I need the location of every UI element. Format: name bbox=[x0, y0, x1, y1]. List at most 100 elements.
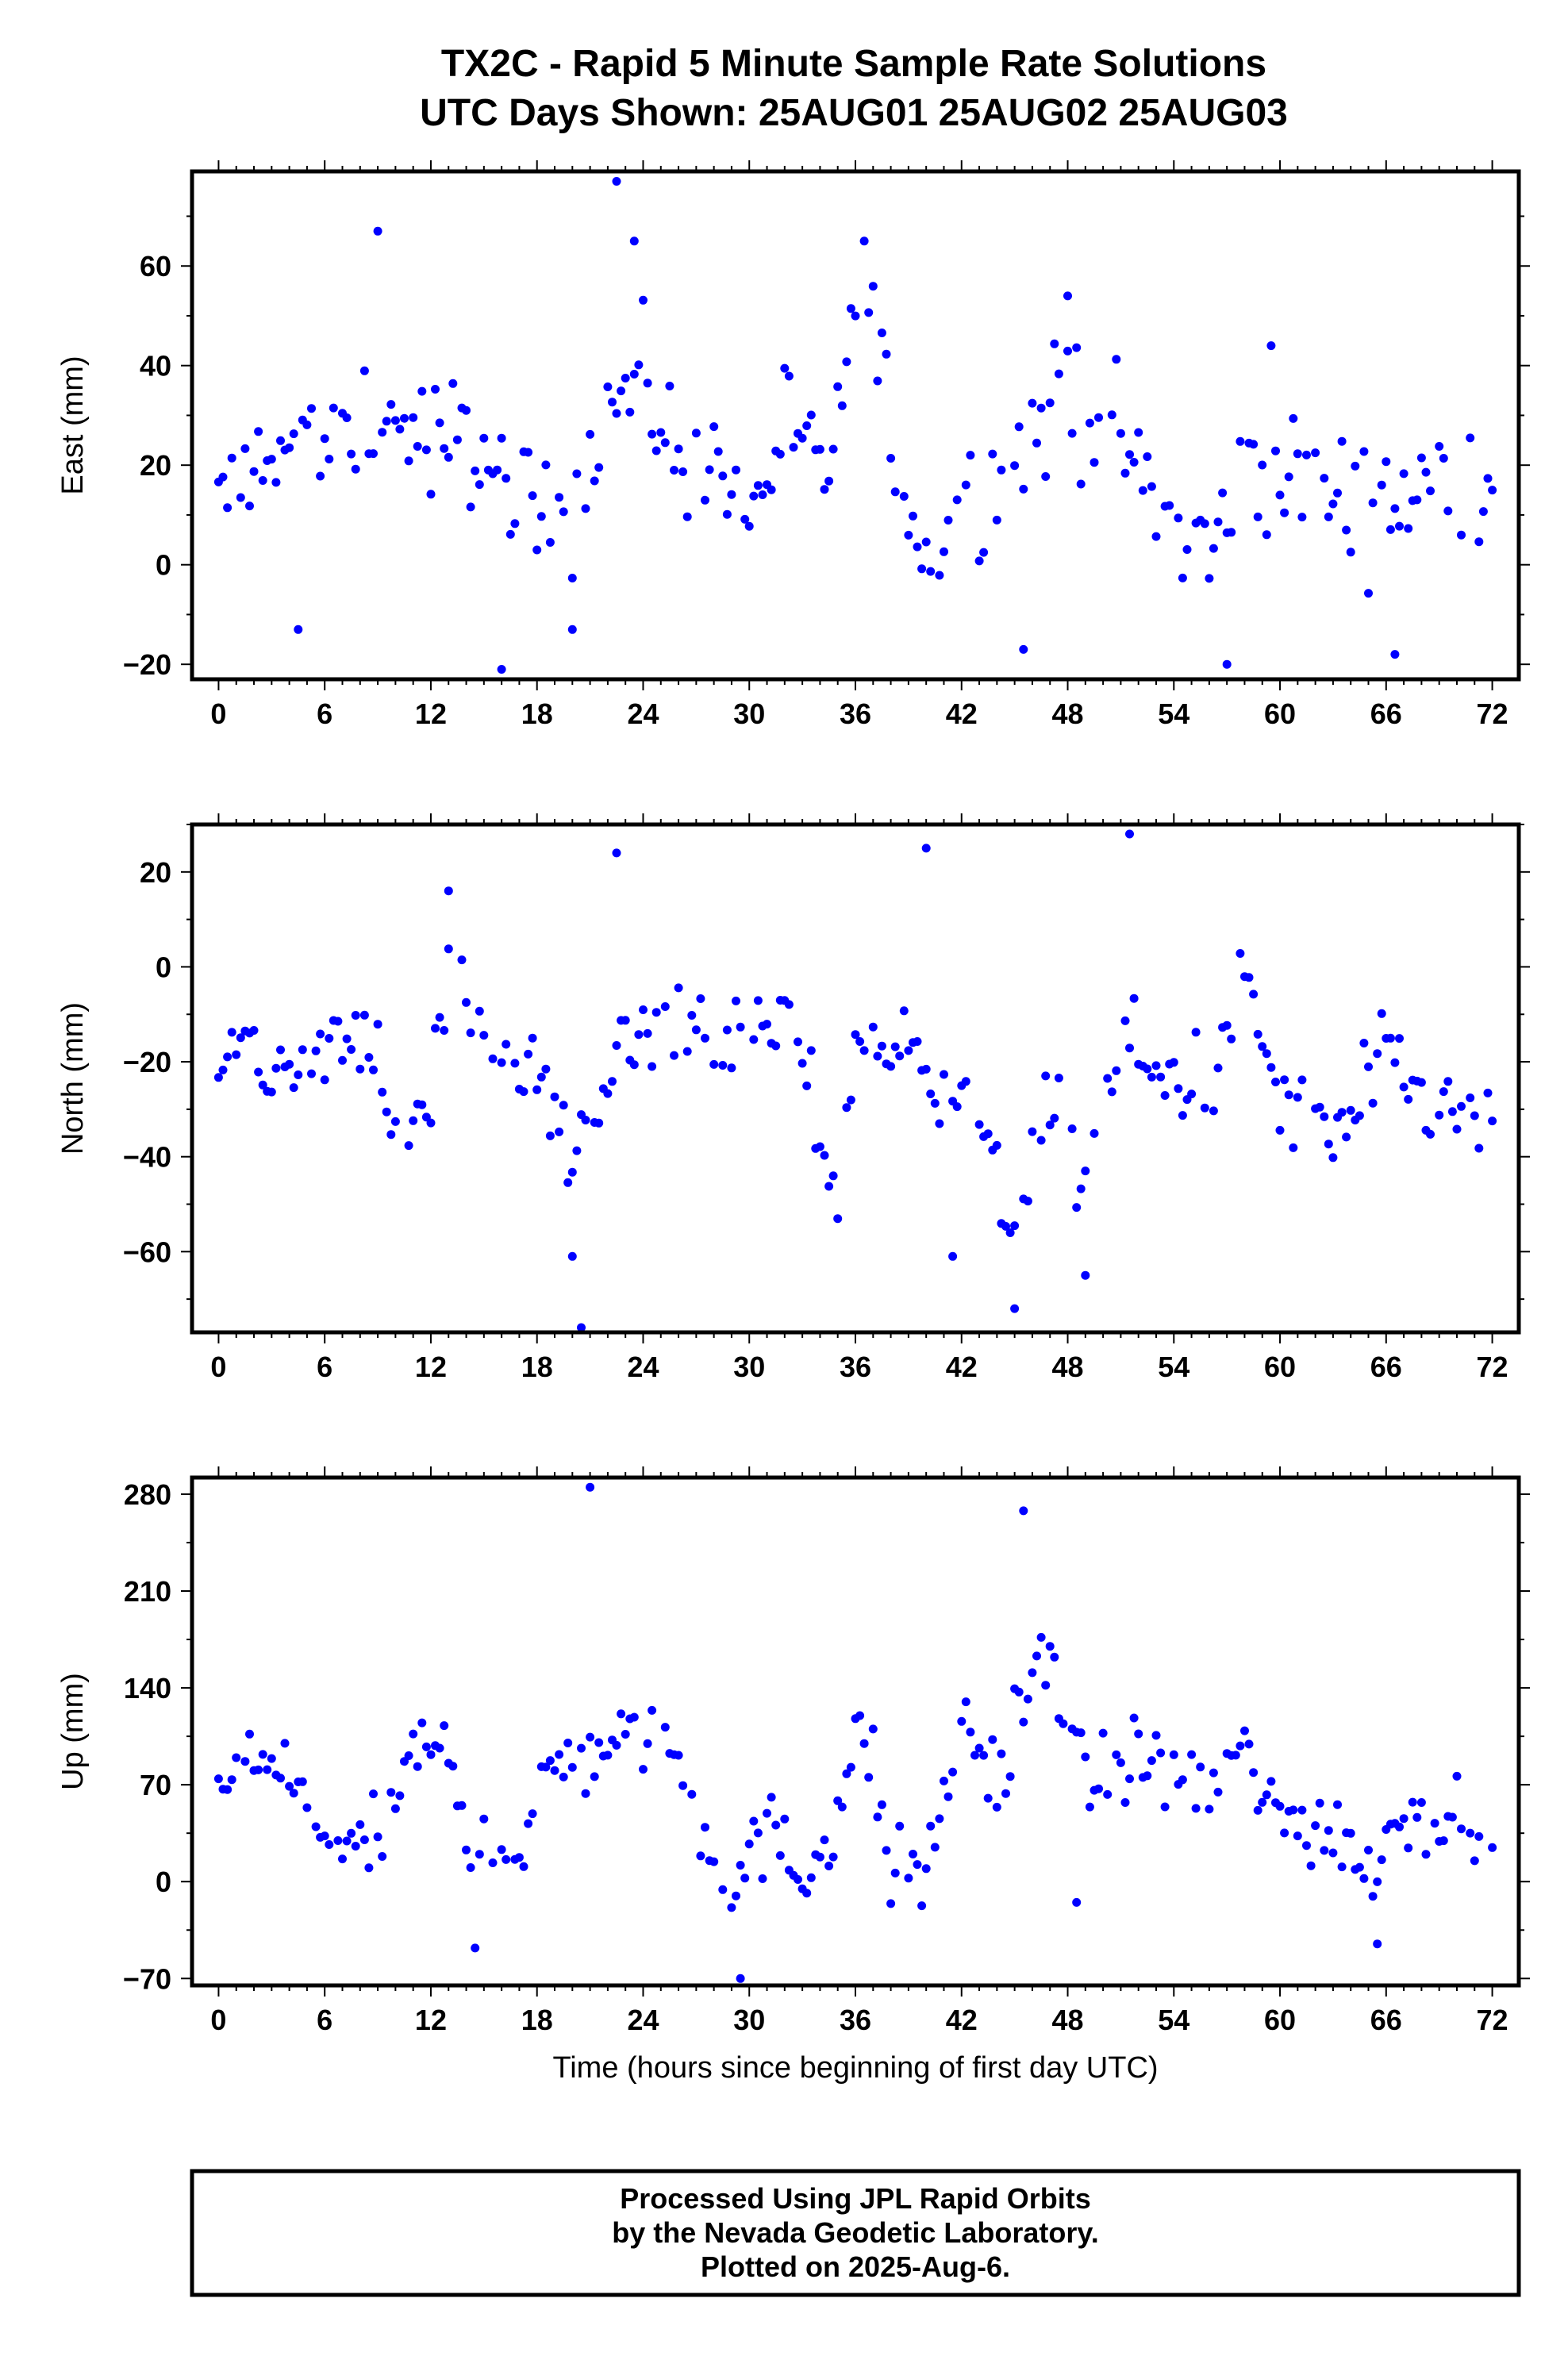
up-point bbox=[541, 1762, 551, 1772]
up-point bbox=[1205, 1804, 1214, 1814]
north-point bbox=[1395, 1034, 1404, 1043]
east-point bbox=[727, 490, 736, 499]
north-point bbox=[651, 1008, 661, 1017]
east-point bbox=[581, 504, 590, 513]
north-point bbox=[921, 844, 931, 853]
east-point bbox=[236, 493, 245, 502]
up-point bbox=[524, 1819, 533, 1828]
footer-line-3: Plotted on 2025-Aug-6. bbox=[701, 2250, 1010, 2283]
east-point bbox=[1138, 486, 1147, 495]
up-point bbox=[1196, 1762, 1205, 1772]
east-point bbox=[271, 478, 281, 487]
east-x-tick-label: 60 bbox=[1264, 698, 1296, 730]
east-point bbox=[917, 564, 927, 574]
east-point bbox=[466, 502, 475, 512]
north-point bbox=[276, 1045, 285, 1055]
up-point bbox=[966, 1728, 975, 1737]
east-point bbox=[873, 376, 882, 386]
east-point bbox=[1293, 449, 1302, 459]
east-point bbox=[475, 480, 484, 490]
east-point bbox=[1385, 525, 1395, 534]
north-point bbox=[895, 1051, 905, 1061]
north-point bbox=[612, 848, 621, 858]
north-point bbox=[833, 1214, 843, 1224]
north-point bbox=[444, 886, 453, 896]
up-x-tick-label: 72 bbox=[1477, 2004, 1508, 2036]
north-point bbox=[497, 1058, 506, 1067]
east-point bbox=[749, 491, 759, 501]
north-point bbox=[1457, 1101, 1466, 1111]
up-point bbox=[457, 1801, 467, 1810]
east-point bbox=[997, 465, 1006, 475]
north-point bbox=[1483, 1088, 1493, 1097]
north-point bbox=[440, 1026, 449, 1035]
east-point bbox=[285, 443, 294, 452]
north-y-tick-label: 0 bbox=[156, 951, 171, 983]
north-point bbox=[316, 1029, 325, 1039]
north-plot-frame bbox=[190, 822, 1521, 1335]
up-point bbox=[983, 1793, 993, 1803]
up-point bbox=[1005, 1772, 1015, 1781]
up-point bbox=[1085, 1802, 1094, 1812]
up-point bbox=[1019, 1506, 1028, 1516]
east-point bbox=[505, 529, 515, 539]
east-y-tick-label: 20 bbox=[140, 449, 171, 482]
up-point bbox=[855, 1711, 865, 1720]
east-x-tick-label: 48 bbox=[1051, 698, 1083, 730]
north-point bbox=[1426, 1129, 1435, 1139]
east-point bbox=[1213, 517, 1223, 527]
east-point bbox=[660, 438, 670, 448]
north-point bbox=[1275, 1125, 1285, 1135]
east-x-tick-label: 12 bbox=[415, 698, 447, 730]
north-y-axis: −60 −40 −20 0 20 bbox=[123, 824, 1530, 1301]
east-point bbox=[421, 445, 431, 455]
east-point bbox=[608, 398, 617, 407]
east-point bbox=[1019, 484, 1028, 494]
up-point bbox=[1147, 1756, 1156, 1766]
east-point bbox=[1090, 458, 1099, 467]
north-point bbox=[961, 1077, 970, 1086]
up-y-tick-label: −70 bbox=[123, 1962, 171, 1995]
north-point bbox=[355, 1064, 365, 1074]
east-point bbox=[877, 329, 886, 337]
north-point bbox=[1368, 1098, 1378, 1108]
up-point bbox=[311, 1822, 321, 1831]
up-point bbox=[1359, 1874, 1369, 1883]
north-point bbox=[926, 1090, 936, 1098]
up-point bbox=[961, 1697, 970, 1707]
up-plot-frame bbox=[190, 1475, 1521, 1988]
up-point bbox=[369, 1789, 378, 1799]
east-point bbox=[806, 410, 816, 420]
up-point bbox=[1355, 1862, 1364, 1872]
north-point bbox=[1377, 1009, 1386, 1018]
north-point bbox=[342, 1034, 352, 1043]
north-point bbox=[1466, 1093, 1475, 1102]
up-point bbox=[904, 1874, 913, 1883]
up-point bbox=[1045, 1642, 1055, 1651]
up-point bbox=[1023, 1694, 1032, 1704]
east-point bbox=[744, 521, 754, 531]
north-y-tick-label: −60 bbox=[123, 1236, 171, 1268]
up-point bbox=[767, 1793, 776, 1802]
up-point bbox=[775, 1851, 785, 1860]
east-x-tick-label: 30 bbox=[733, 698, 765, 730]
north-x-axis: 0 6 12 18 24 30 36 42 48 54 60 66 72 bbox=[210, 813, 1508, 1383]
up-point bbox=[687, 1789, 697, 1799]
east-point bbox=[1063, 291, 1072, 301]
east-point bbox=[935, 571, 944, 580]
east-point bbox=[1342, 525, 1351, 535]
up-point bbox=[1081, 1752, 1090, 1762]
north-x-tick-label: 42 bbox=[946, 1351, 978, 1383]
up-point bbox=[1156, 1748, 1166, 1758]
east-point bbox=[1333, 488, 1342, 498]
north-point bbox=[682, 1047, 692, 1056]
up-point bbox=[390, 1804, 400, 1813]
east-point bbox=[718, 471, 728, 481]
up-point bbox=[732, 1891, 740, 1901]
north-point bbox=[1399, 1082, 1409, 1092]
east-point bbox=[705, 465, 714, 475]
up-point bbox=[877, 1800, 886, 1809]
east-point bbox=[753, 481, 763, 490]
east-point bbox=[1399, 469, 1409, 478]
east-point bbox=[802, 421, 812, 430]
